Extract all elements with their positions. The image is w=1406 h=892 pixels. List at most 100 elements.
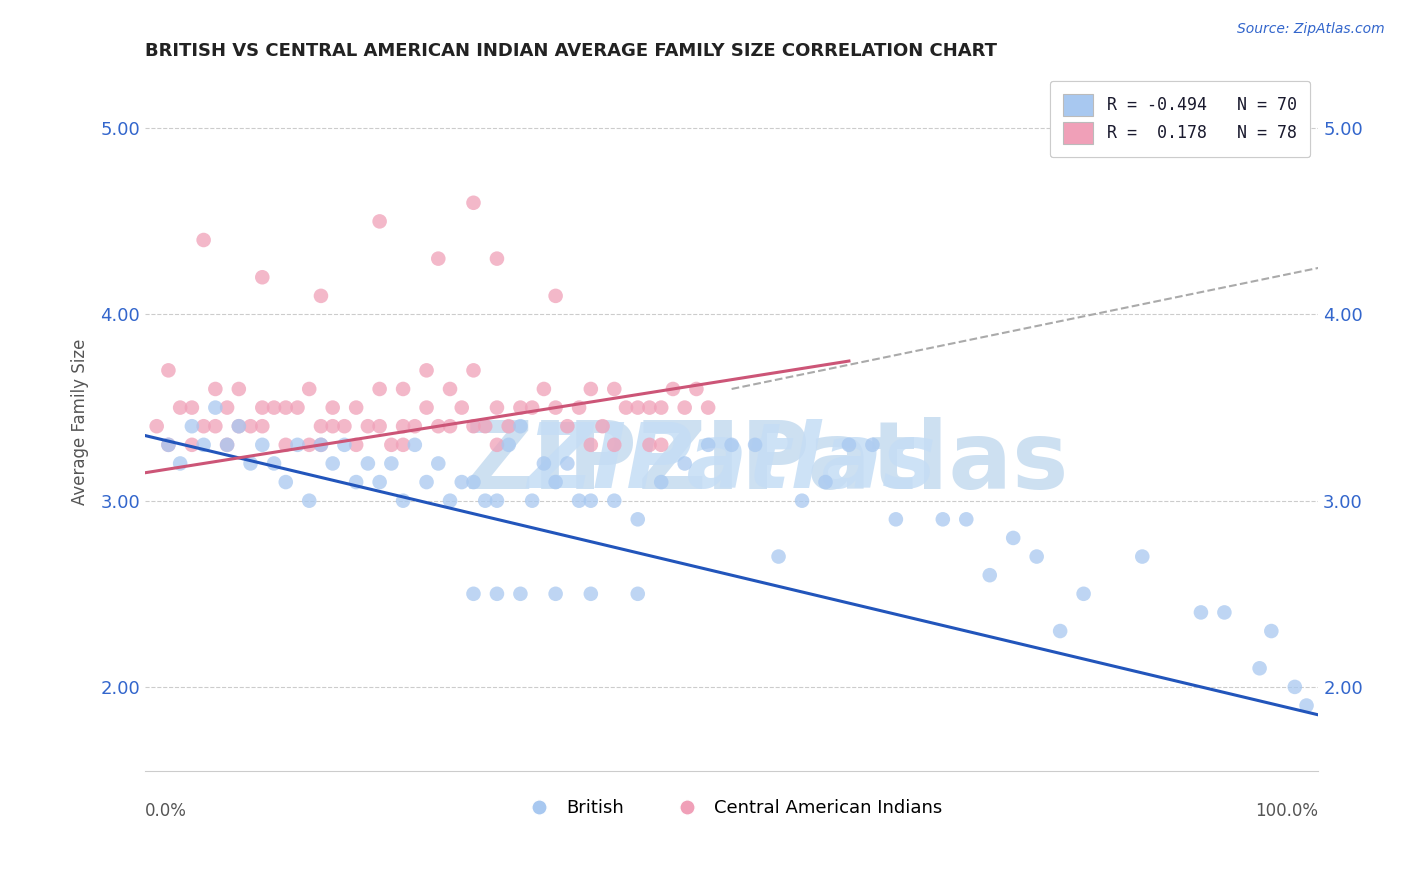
Point [415,401,437,415]
Text: 0.0%: 0.0% [145,802,187,820]
Point [509,587,531,601]
Point [685,382,707,396]
Text: BRITISH VS CENTRAL AMERICAN INDIAN AVERAGE FAMILY SIZE CORRELATION CHART: BRITISH VS CENTRAL AMERICAN INDIAN AVERA… [145,42,997,60]
Point [157,438,180,452]
Point [744,438,766,452]
Point [309,289,332,303]
Point [932,512,955,526]
Point [485,587,508,601]
Point [169,401,191,415]
Point [180,401,202,415]
Point [768,549,790,564]
Point [603,493,626,508]
Point [344,475,367,489]
Point [1213,606,1236,620]
Text: ZIPatlas: ZIPatlas [527,419,936,508]
Point [287,401,309,415]
Point [520,401,543,415]
Point [239,457,262,471]
Point [357,457,380,471]
Point [450,401,472,415]
Point [217,401,239,415]
Point [509,401,531,415]
Y-axis label: Average Family Size: Average Family Size [72,338,89,505]
Point [228,419,250,434]
Point [404,438,426,452]
Point [697,438,720,452]
Point [557,419,579,434]
Point [193,438,215,452]
Point [145,419,167,434]
Point [380,457,402,471]
Point [474,493,496,508]
Point [544,475,567,489]
Point [357,419,380,434]
Point [439,493,461,508]
Point [450,475,472,489]
Point [884,512,907,526]
Text: ZIPatlas: ZIPatlas [638,417,1069,509]
Point [204,382,226,396]
Point [603,382,626,396]
Point [1295,698,1317,713]
Point [415,363,437,377]
Point [217,438,239,452]
Point [579,587,602,601]
Legend: British, Central American Indians: British, Central American Indians [513,792,949,824]
Text: Source: ZipAtlas.com: Source: ZipAtlas.com [1237,22,1385,37]
Point [544,587,567,601]
Point [322,457,344,471]
Point [274,401,297,415]
Point [439,419,461,434]
Point [1130,549,1153,564]
Point [650,475,672,489]
Point [228,382,250,396]
Point [415,475,437,489]
Point [979,568,1001,582]
Point [814,475,837,489]
Point [650,438,672,452]
Point [1284,680,1306,694]
Point [1002,531,1025,545]
Point [838,438,860,452]
Point [204,419,226,434]
Point [380,438,402,452]
Text: ZIP: ZIP [465,417,638,509]
Point [333,419,356,434]
Point [614,401,637,415]
Point [673,401,696,415]
Point [309,419,332,434]
Point [157,363,180,377]
Point [1049,624,1071,638]
Point [955,512,977,526]
Point [298,493,321,508]
Point [252,438,274,452]
Point [579,438,602,452]
Point [333,438,356,452]
Point [638,401,661,415]
Point [298,382,321,396]
Point [1073,587,1095,601]
Point [287,438,309,452]
Point [427,252,450,266]
Point [252,270,274,285]
Point [568,401,591,415]
Point [180,419,202,434]
Point [169,457,191,471]
Point [544,289,567,303]
Point [263,401,285,415]
Point [463,587,485,601]
Point [509,419,531,434]
Point [392,382,415,396]
Point [1025,549,1047,564]
Point [274,438,297,452]
Point [485,401,508,415]
Point [252,419,274,434]
Point [157,438,180,452]
Point [638,438,661,452]
Point [368,475,391,489]
Point [520,493,543,508]
Point [239,419,262,434]
Point [404,419,426,434]
Point [627,401,650,415]
